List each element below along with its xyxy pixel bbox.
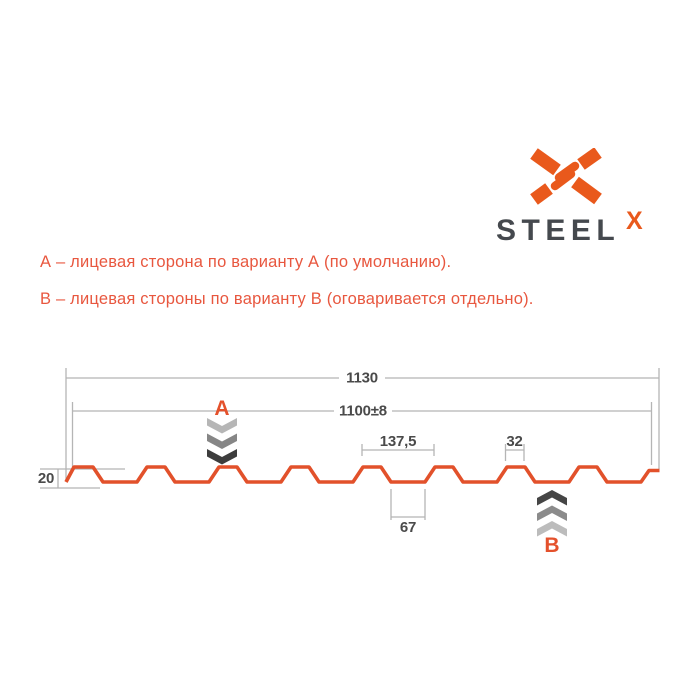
side-a-marker: A [207,397,237,465]
profile-drawing: 1130 1100±8 137,5 32 [38,368,660,557]
dim-valley: 67 [390,489,426,536]
brand-sup-x: X [626,207,643,235]
side-b-marker: B [537,490,567,557]
chevron-down-icon [207,433,237,449]
dim-working-width-label: 1100±8 [339,403,387,420]
dim-rib-top: 32 [504,433,525,461]
chevron-down-icon [207,418,237,434]
side-a-label: A [214,397,229,420]
side-b-label: B [544,534,559,557]
dim-valley-label: 67 [400,519,416,536]
chevron-up-icon [537,505,567,521]
dim-height: 20 [38,468,125,489]
profile-outline [64,465,660,484]
chevron-down-icon [207,449,237,465]
dim-total-width-label: 1130 [346,370,378,387]
chevron-up-icon [537,521,567,537]
dim-total-width: 1130 [65,368,660,481]
dim-pitch-label: 137,5 [380,433,417,450]
chevron-up-icon [537,490,567,506]
dim-height-label: 20 [38,470,54,487]
brand-name: STEEL [496,214,621,247]
dim-rib-top-label: 32 [506,433,522,450]
dim-pitch: 137,5 [361,433,435,456]
steelx-x-icon [530,148,602,205]
note-variant-a: А – лицевая сторона по варианту А (по ум… [40,253,452,271]
dim-working-width: 1100±8 [71,402,653,471]
note-variant-b: В – лицевая стороны по варианту В (огова… [40,290,534,308]
brand-logo: STEEL X [496,207,643,248]
